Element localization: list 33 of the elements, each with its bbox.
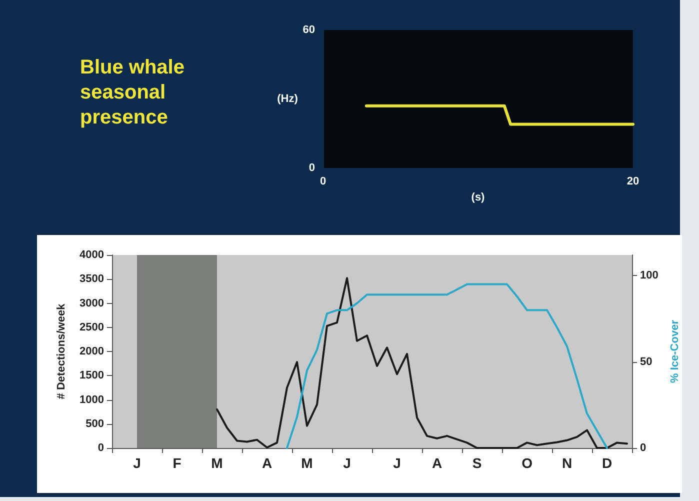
y-tick-label: 2500 [80,321,104,334]
x-tick-label: M [301,455,313,471]
y-tick-label: 3500 [80,273,104,286]
x-tick-label: A [262,455,272,471]
x-tick-label: D [602,455,612,471]
y2-tick-label: 50 [640,356,652,368]
y-axis-title: # Detections/week [56,302,68,400]
x-tick-label: M [211,455,223,471]
x-tick-label: F [172,455,182,471]
line-series [286,283,608,449]
y-tick-label: 500 [86,418,104,430]
text: Blue whale seasonal presence [80,56,190,128]
x-tick-label: J [393,455,401,471]
y-tick-label: 2000 [80,346,104,358]
x-tick-label: A [432,455,442,471]
y-tick-label: 60 [302,24,315,36]
y-tick-label: 3000 [80,297,104,310]
y-tick-label: 4000 [80,249,104,261]
x-tick-label: O [522,455,533,471]
x-tick-label: N [562,455,572,471]
y-axis-title: (Hz) [277,93,298,105]
y2-axis-title: % Ice-Cover [668,319,681,383]
x-tick-label: J [343,455,351,471]
y2-tick-label: 0 [640,442,646,454]
x-axis-title: (s) [471,191,486,204]
y-tick-label: 1500 [80,370,104,382]
y-tick-label: 0 [98,442,104,454]
y-tick-label: 1000 [80,394,104,406]
y2-tick-label: 100 [640,270,658,282]
x-tick-label: S [472,455,482,471]
x-tick-label: 20 [626,176,640,188]
x-tick-label: J [133,455,141,471]
line-series [216,277,628,449]
